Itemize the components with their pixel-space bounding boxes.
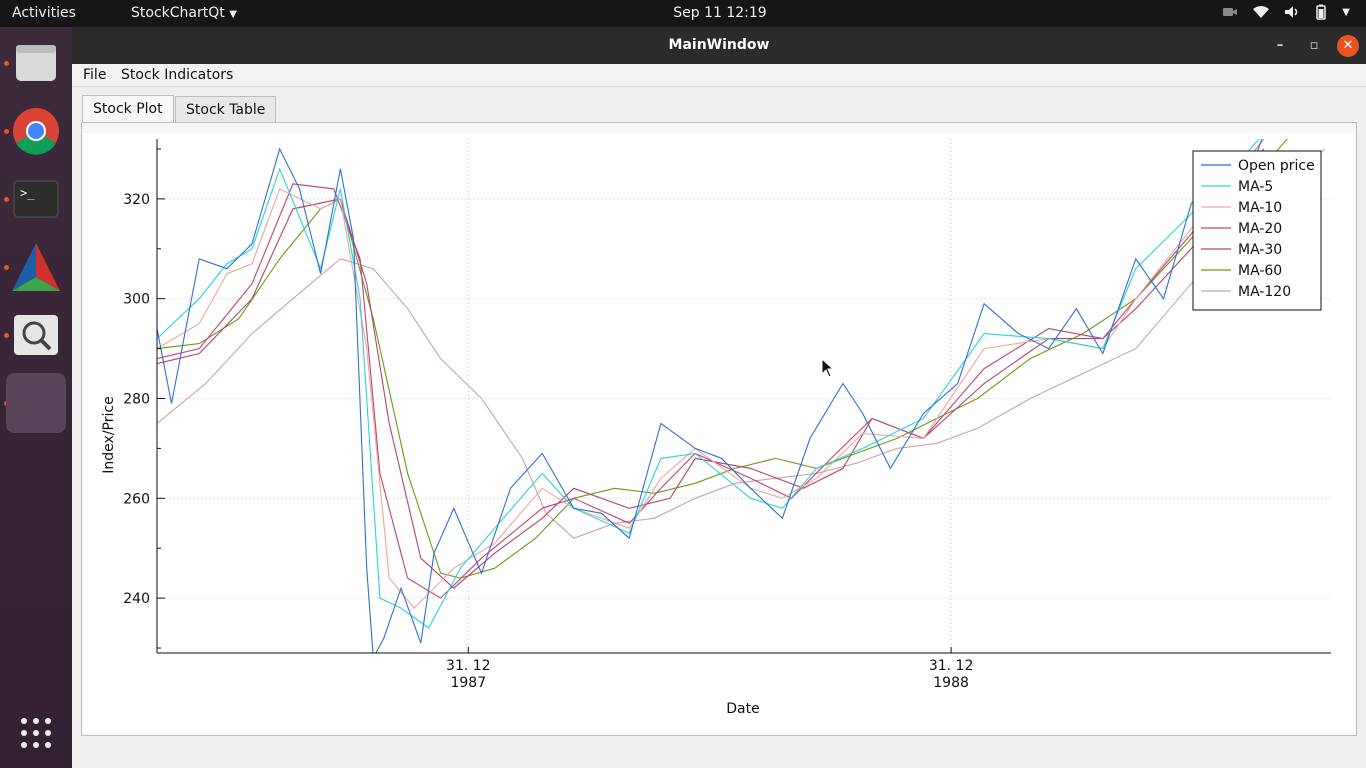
x-tick-label: 31. 12 — [929, 658, 974, 674]
magnifier-icon[interactable] — [6, 305, 66, 365]
running-indicator — [4, 61, 9, 66]
chrome-icon[interactable] — [6, 101, 66, 161]
activities-button[interactable]: Activities — [12, 5, 76, 21]
window-title: MainWindow — [668, 37, 770, 53]
app-menu-label: StockChartQt — [131, 5, 225, 21]
svg-text:>_: >_ — [20, 186, 35, 200]
y-tick-label: 280 — [123, 391, 150, 407]
grid-icon[interactable] — [20, 717, 52, 749]
y-tick-label: 260 — [123, 491, 150, 507]
terminal-icon[interactable]: >_ — [6, 169, 66, 229]
legend-label: Open price — [1238, 158, 1315, 174]
cmake-icon[interactable] — [6, 237, 66, 297]
plot-background — [83, 133, 1355, 733]
minimize-icon[interactable]: – — [1276, 38, 1284, 53]
legend-label: MA-5 — [1238, 179, 1273, 195]
volume-icon — [1285, 6, 1298, 18]
series-line-ma-120 — [157, 148, 1325, 539]
series-line-ma-10 — [157, 139, 1265, 609]
top-bar: Activities StockChartQt ▼ Sep 11 12:19 ▼ — [0, 0, 1366, 27]
legend-label: MA-10 — [1238, 200, 1282, 216]
x-tick-label-year: 1987 — [450, 675, 486, 691]
menu-stock-indicators[interactable]: Stock Indicators — [121, 67, 234, 83]
legend-label: MA-60 — [1238, 263, 1282, 279]
close-icon[interactable]: ✕ — [1337, 35, 1359, 57]
system-tray[interactable]: ▼ — [1222, 4, 1350, 20]
app-menu[interactable]: StockChartQt ▼ — [131, 5, 237, 21]
series-layer — [157, 139, 1325, 653]
app-icon[interactable] — [6, 373, 66, 433]
x-tick-label: 31. 12 — [446, 658, 491, 674]
y-axis-label: Index/Price — [101, 396, 117, 473]
tab-stock-plot[interactable]: Stock Plot — [82, 95, 174, 123]
tab-stock-table[interactable]: Stock Table — [175, 96, 277, 123]
folder-icon[interactable] — [6, 33, 66, 93]
legend: Open price MA-5 MA-10 MA-20 MA-30 MA-60 MA-120 — [1192, 150, 1322, 311]
wifi-icon — [1253, 6, 1270, 18]
stock-plot-panel: 240 260 280 300 320 31. 12 1987 31. 12 1988 Inde… — [81, 122, 1357, 736]
x-axis-label: Date — [726, 701, 759, 717]
legend-box — [1192, 150, 1322, 311]
x-tick-label-year: 1988 — [933, 675, 969, 691]
legend-label: MA-120 — [1238, 284, 1291, 300]
y-tick-label: 320 — [123, 192, 150, 208]
dock: >_ — [0, 27, 72, 768]
title-bar[interactable]: MainWindow – ▫ ✕ — [72, 27, 1366, 64]
running-indicator — [4, 129, 9, 134]
chevron-down-icon: ▼ — [1342, 6, 1350, 18]
y-tick-label: 300 — [123, 292, 150, 308]
menu-bar: File Stock Indicators — [72, 64, 1366, 87]
menu-file[interactable]: File — [83, 67, 107, 83]
running-indicator — [4, 197, 9, 202]
running-indicator — [4, 333, 9, 338]
legend-label: MA-30 — [1238, 242, 1282, 258]
series-line-open-price — [157, 139, 1263, 653]
mouse-cursor-icon — [821, 358, 835, 378]
main-window: MainWindow – ▫ ✕ File Stock Indicators S… — [72, 27, 1366, 768]
maximize-icon[interactable]: ▫ — [1309, 38, 1319, 53]
legend-label: MA-20 — [1238, 221, 1282, 237]
battery-icon — [1316, 4, 1327, 20]
running-indicator — [4, 265, 9, 270]
y-tick-label: 240 — [123, 591, 150, 607]
camera-icon — [1223, 8, 1238, 16]
grid — [157, 139, 1331, 653]
chevron-down-icon: ▼ — [229, 9, 237, 20]
